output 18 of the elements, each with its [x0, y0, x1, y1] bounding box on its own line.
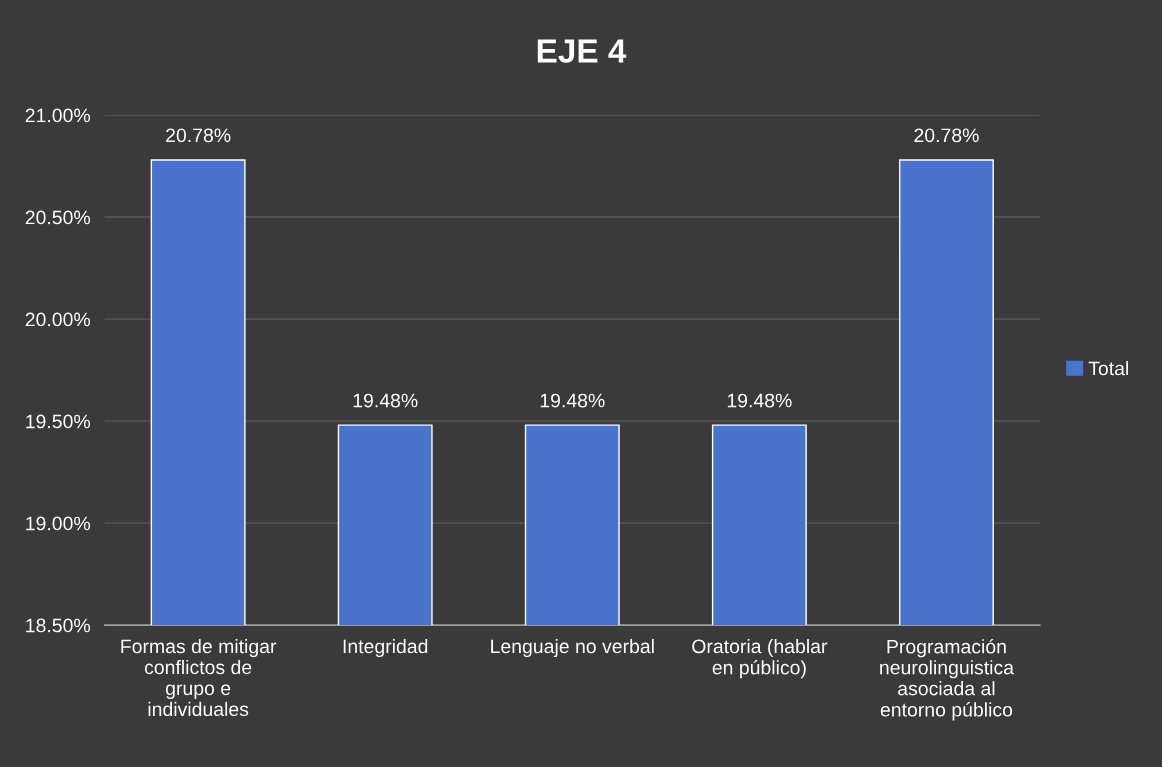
x-tick-label: Programación neurolinguistica asociada al entorno público — [880, 638, 1015, 721]
y-tick-label: 19.50% — [26, 414, 90, 429]
data-label: 19.48% — [727, 393, 792, 408]
legend-label: Total — [1088, 361, 1128, 376]
x-tick-label: Integridad — [343, 638, 428, 658]
data-label: 19.48% — [353, 393, 418, 408]
x-tick-label: Formas de mitigar conflictos de grupo e individuales — [121, 638, 277, 717]
x-tick-label: Oratoria (hablar en público) — [692, 638, 828, 679]
chart-title: EJE 4 — [537, 39, 627, 63]
y-tick-label: 20.50% — [25, 210, 90, 225]
y-tick-label: 21.00% — [25, 108, 90, 123]
data-label: 20.78% — [166, 128, 231, 143]
y-tick-label: 18.50% — [26, 618, 90, 633]
y-tick-label: 20.00% — [25, 312, 90, 327]
data-label: 19.48% — [540, 393, 605, 408]
y-tick-label: 19.00% — [26, 516, 90, 531]
data-label: 20.78% — [914, 128, 979, 143]
x-tick-label: Lenguaje no verbal — [491, 638, 654, 658]
